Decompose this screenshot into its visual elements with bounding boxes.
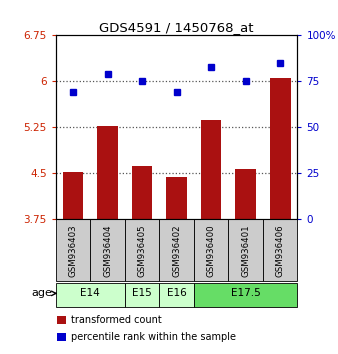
FancyBboxPatch shape [125, 283, 159, 307]
Text: GSM936402: GSM936402 [172, 224, 181, 277]
FancyBboxPatch shape [159, 283, 194, 307]
Text: GSM936405: GSM936405 [138, 224, 147, 277]
Text: age: age [31, 288, 52, 298]
Bar [270, 78, 291, 219]
FancyBboxPatch shape [263, 219, 297, 281]
Text: E16: E16 [167, 289, 187, 298]
Text: GSM936404: GSM936404 [103, 224, 112, 277]
Text: GSM936406: GSM936406 [276, 224, 285, 277]
FancyBboxPatch shape [56, 219, 90, 281]
Bar [97, 126, 118, 219]
Text: GSM936401: GSM936401 [241, 224, 250, 277]
Text: E17.5: E17.5 [231, 289, 261, 298]
Text: E15: E15 [132, 289, 152, 298]
Bar [166, 177, 187, 219]
FancyBboxPatch shape [228, 219, 263, 281]
FancyBboxPatch shape [159, 219, 194, 281]
Text: transformed count: transformed count [71, 315, 162, 325]
Bar [132, 166, 152, 219]
Text: percentile rank within the sample: percentile rank within the sample [71, 332, 236, 342]
FancyBboxPatch shape [90, 219, 125, 281]
Bar [235, 169, 256, 219]
Text: E14: E14 [80, 289, 100, 298]
Text: GSM936403: GSM936403 [69, 224, 77, 277]
Bar [63, 172, 83, 219]
FancyBboxPatch shape [125, 219, 159, 281]
Bar [201, 120, 221, 219]
Title: GDS4591 / 1450768_at: GDS4591 / 1450768_at [99, 21, 254, 34]
FancyBboxPatch shape [194, 283, 297, 307]
Text: GSM936400: GSM936400 [207, 224, 216, 277]
FancyBboxPatch shape [56, 283, 125, 307]
FancyBboxPatch shape [194, 219, 228, 281]
